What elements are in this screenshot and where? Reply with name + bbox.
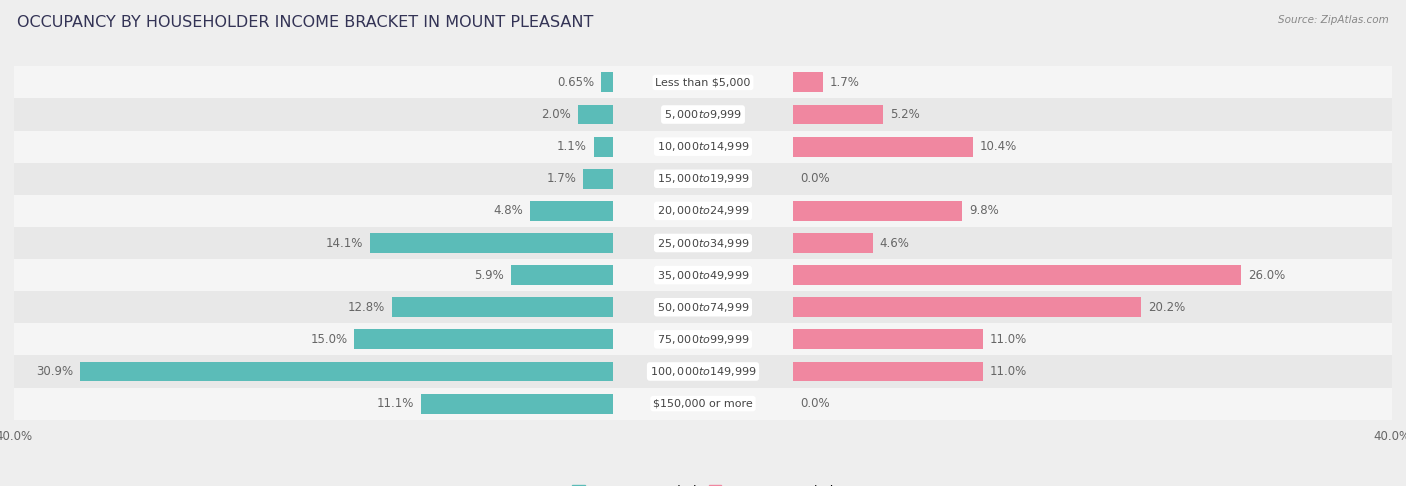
Bar xyxy=(80,362,613,382)
Bar xyxy=(14,163,1392,195)
Text: 26.0%: 26.0% xyxy=(1249,269,1285,281)
Bar xyxy=(14,99,1392,131)
Bar xyxy=(793,265,1241,285)
Text: $150,000 or more: $150,000 or more xyxy=(654,399,752,409)
Bar xyxy=(793,137,973,156)
Text: $50,000 to $74,999: $50,000 to $74,999 xyxy=(657,301,749,314)
Text: OCCUPANCY BY HOUSEHOLDER INCOME BRACKET IN MOUNT PLEASANT: OCCUPANCY BY HOUSEHOLDER INCOME BRACKET … xyxy=(17,15,593,30)
Bar xyxy=(14,291,1392,323)
Bar xyxy=(602,72,613,92)
Bar xyxy=(593,137,613,156)
Bar xyxy=(578,104,613,124)
Bar xyxy=(793,233,873,253)
Bar xyxy=(14,67,1392,99)
Text: 11.1%: 11.1% xyxy=(377,397,415,410)
Legend: Owner-occupied, Renter-occupied: Owner-occupied, Renter-occupied xyxy=(568,480,838,486)
Text: 14.1%: 14.1% xyxy=(325,237,363,249)
Text: 1.7%: 1.7% xyxy=(547,172,576,185)
Text: 11.0%: 11.0% xyxy=(990,333,1026,346)
Bar xyxy=(14,323,1392,355)
Text: $25,000 to $34,999: $25,000 to $34,999 xyxy=(657,237,749,249)
Text: 1.1%: 1.1% xyxy=(557,140,586,153)
Bar xyxy=(14,387,1392,419)
Bar xyxy=(14,355,1392,387)
Text: 10.4%: 10.4% xyxy=(980,140,1017,153)
Text: 12.8%: 12.8% xyxy=(347,301,385,314)
Text: Less than $5,000: Less than $5,000 xyxy=(655,77,751,87)
Bar xyxy=(793,201,962,221)
Text: 20.2%: 20.2% xyxy=(1149,301,1185,314)
Bar xyxy=(793,104,883,124)
Bar xyxy=(510,265,613,285)
Bar xyxy=(793,330,983,349)
Text: 9.8%: 9.8% xyxy=(969,205,998,217)
Text: 5.2%: 5.2% xyxy=(890,108,920,121)
Text: $15,000 to $19,999: $15,000 to $19,999 xyxy=(657,172,749,185)
Bar xyxy=(422,394,613,414)
Text: 4.6%: 4.6% xyxy=(880,237,910,249)
Bar xyxy=(793,72,823,92)
Text: 1.7%: 1.7% xyxy=(830,76,859,89)
Bar xyxy=(530,201,613,221)
Text: $10,000 to $14,999: $10,000 to $14,999 xyxy=(657,140,749,153)
Bar xyxy=(14,227,1392,259)
Bar xyxy=(14,131,1392,163)
Text: 11.0%: 11.0% xyxy=(990,365,1026,378)
Bar xyxy=(14,195,1392,227)
Bar xyxy=(392,297,613,317)
Bar xyxy=(370,233,613,253)
Text: $35,000 to $49,999: $35,000 to $49,999 xyxy=(657,269,749,281)
Bar xyxy=(354,330,613,349)
Text: 0.0%: 0.0% xyxy=(800,172,830,185)
Bar xyxy=(583,169,613,189)
Text: 0.0%: 0.0% xyxy=(800,397,830,410)
Text: Source: ZipAtlas.com: Source: ZipAtlas.com xyxy=(1278,15,1389,25)
Text: $20,000 to $24,999: $20,000 to $24,999 xyxy=(657,205,749,217)
Text: 2.0%: 2.0% xyxy=(541,108,571,121)
Text: 15.0%: 15.0% xyxy=(311,333,347,346)
Bar xyxy=(793,362,983,382)
Text: 0.65%: 0.65% xyxy=(557,76,595,89)
Text: 30.9%: 30.9% xyxy=(37,365,73,378)
Text: $75,000 to $99,999: $75,000 to $99,999 xyxy=(657,333,749,346)
Text: 4.8%: 4.8% xyxy=(494,205,523,217)
Text: $100,000 to $149,999: $100,000 to $149,999 xyxy=(650,365,756,378)
Bar xyxy=(14,259,1392,291)
Bar xyxy=(793,297,1142,317)
Text: 5.9%: 5.9% xyxy=(474,269,505,281)
Text: $5,000 to $9,999: $5,000 to $9,999 xyxy=(664,108,742,121)
